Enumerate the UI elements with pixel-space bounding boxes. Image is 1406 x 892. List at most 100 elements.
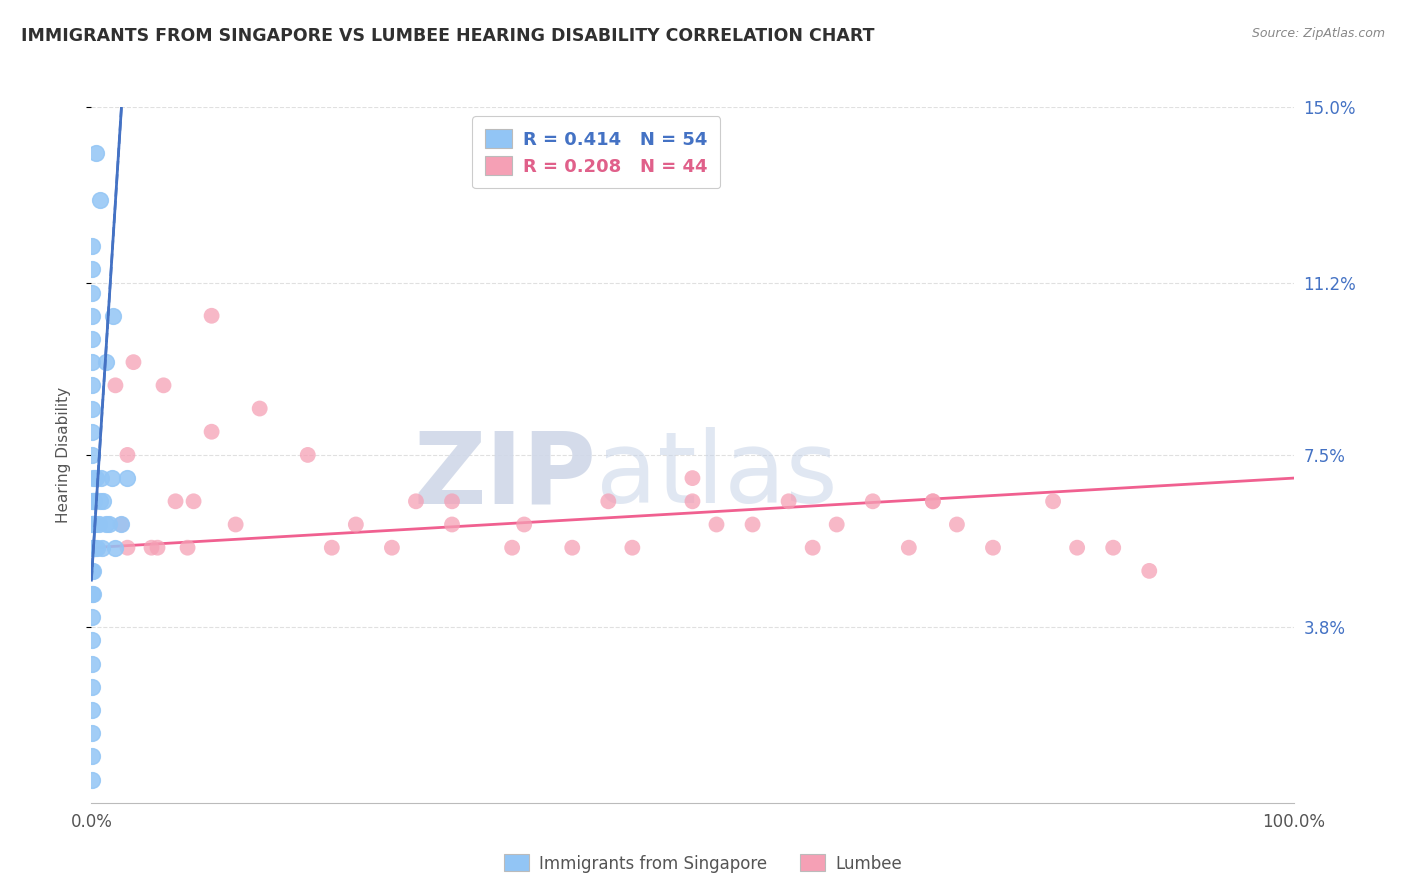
Point <box>501 541 523 555</box>
Point <box>87 517 110 532</box>
Point <box>225 517 247 532</box>
Point <box>84 471 107 485</box>
Point <box>321 541 343 555</box>
Point <box>93 494 115 508</box>
Point <box>741 517 763 532</box>
Point <box>80 564 103 578</box>
Point <box>117 471 139 485</box>
Point <box>200 309 222 323</box>
Point <box>1066 541 1088 555</box>
Point <box>249 401 271 416</box>
Point <box>801 541 824 555</box>
Point <box>1102 541 1125 555</box>
Point <box>922 494 945 508</box>
Point <box>82 564 104 578</box>
Point <box>922 494 945 508</box>
Point <box>141 541 163 555</box>
Point <box>80 285 103 300</box>
Point <box>80 657 103 671</box>
Point <box>84 517 107 532</box>
Point <box>146 541 169 555</box>
Point <box>82 587 104 601</box>
Point <box>80 587 103 601</box>
Point <box>80 425 103 439</box>
Point <box>83 541 105 555</box>
Point <box>89 494 111 508</box>
Point <box>80 772 103 787</box>
Point <box>440 494 463 508</box>
Point <box>84 146 107 161</box>
Point <box>165 494 187 508</box>
Point <box>1042 494 1064 508</box>
Point <box>117 448 139 462</box>
Point <box>83 517 105 532</box>
Point <box>110 517 132 532</box>
Point <box>183 494 205 508</box>
Point <box>706 517 728 532</box>
Point <box>80 262 103 277</box>
Point <box>82 517 104 532</box>
Point <box>91 541 114 555</box>
Point <box>104 541 127 555</box>
Point <box>778 494 800 508</box>
Point <box>90 471 112 485</box>
Point <box>89 193 111 207</box>
Point <box>101 471 124 485</box>
Point <box>681 494 703 508</box>
Point <box>80 517 103 532</box>
Point <box>80 448 103 462</box>
Point <box>946 517 969 532</box>
Point <box>84 541 107 555</box>
Point <box>405 494 427 508</box>
Point <box>297 448 319 462</box>
Point <box>80 541 103 555</box>
Point <box>440 517 463 532</box>
Point <box>598 494 620 508</box>
Point <box>86 541 108 555</box>
Point <box>101 309 124 323</box>
Point <box>84 471 107 485</box>
Point <box>681 471 703 485</box>
Text: atlas: atlas <box>596 427 838 524</box>
Point <box>825 517 848 532</box>
Text: IMMIGRANTS FROM SINGAPORE VS LUMBEE HEARING DISABILITY CORRELATION CHART: IMMIGRANTS FROM SINGAPORE VS LUMBEE HEAR… <box>21 27 875 45</box>
Point <box>82 541 104 555</box>
Point <box>897 541 920 555</box>
Point <box>344 517 367 532</box>
Point <box>98 517 121 532</box>
Point <box>80 749 103 764</box>
Point <box>80 239 103 253</box>
Point <box>82 494 104 508</box>
Point <box>621 541 644 555</box>
Point <box>122 355 145 369</box>
Point <box>381 541 404 555</box>
Point <box>1137 564 1160 578</box>
Text: Source: ZipAtlas.com: Source: ZipAtlas.com <box>1251 27 1385 40</box>
Point <box>152 378 174 392</box>
Point <box>80 378 103 392</box>
Y-axis label: Hearing Disability: Hearing Disability <box>56 387 70 523</box>
Point <box>176 541 198 555</box>
Point <box>83 494 105 508</box>
Point <box>80 494 103 508</box>
Point <box>82 517 104 532</box>
Point <box>981 541 1004 555</box>
Point <box>80 332 103 346</box>
Point <box>94 517 117 532</box>
Point <box>80 726 103 740</box>
Point <box>117 541 139 555</box>
Point <box>110 517 132 532</box>
Point <box>200 425 222 439</box>
Point <box>80 610 103 624</box>
Legend: Immigrants from Singapore, Lumbee: Immigrants from Singapore, Lumbee <box>498 847 908 880</box>
Point <box>104 378 127 392</box>
Text: ZIP: ZIP <box>413 427 596 524</box>
Point <box>82 541 104 555</box>
Point <box>94 355 117 369</box>
Point <box>862 494 884 508</box>
Point <box>80 309 103 323</box>
Point <box>80 680 103 694</box>
Point <box>80 703 103 717</box>
Point <box>561 541 583 555</box>
Legend: R = 0.414   N = 54, R = 0.208   N = 44: R = 0.414 N = 54, R = 0.208 N = 44 <box>472 116 720 188</box>
